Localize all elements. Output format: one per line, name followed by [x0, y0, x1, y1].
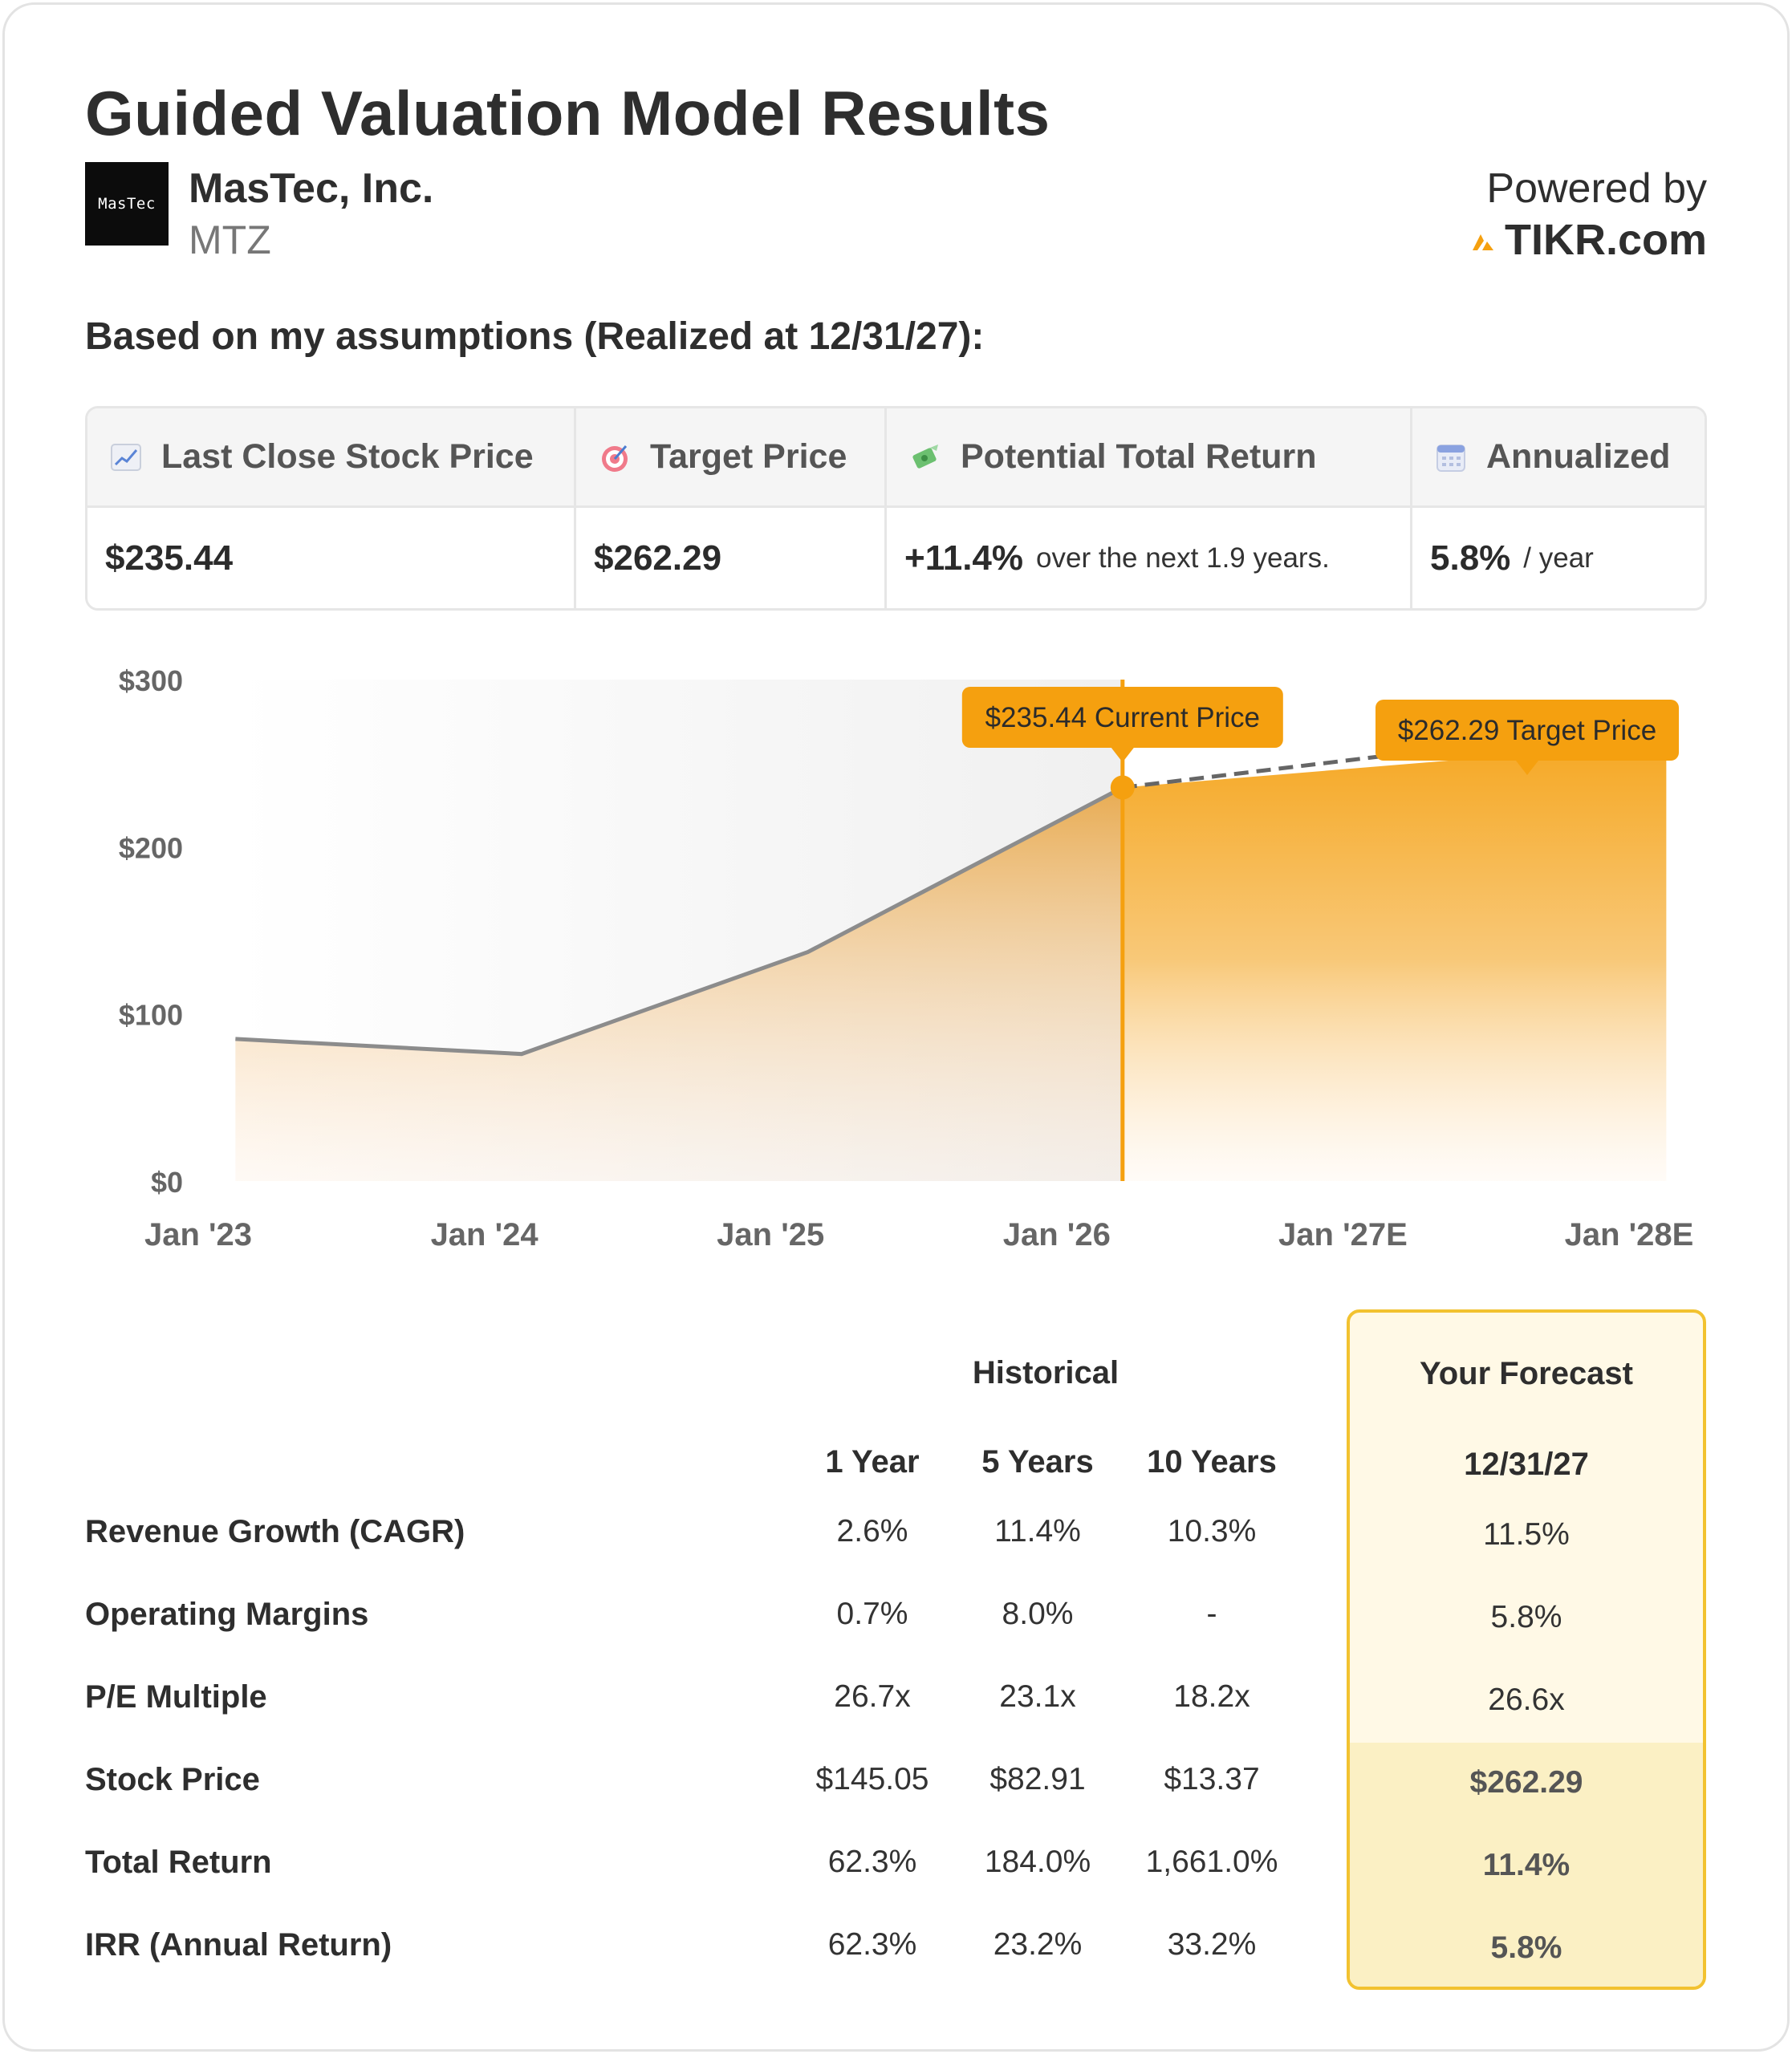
historical-value: 8.0%	[1002, 1597, 1074, 1631]
historical-value: 18.2x	[1173, 1679, 1250, 1714]
forecast-column	[1347, 1309, 1706, 1990]
brand-name: TIKR.com	[1504, 216, 1707, 264]
metrics-table: Last Close Stock Price $235.44 Target Pr…	[85, 406, 1707, 611]
y-tick-label: $0	[151, 1166, 183, 1199]
metric-target-price: Target Price $262.29	[576, 408, 887, 608]
metric-subtext: / year	[1523, 542, 1594, 574]
x-tick-label: Jan '24	[431, 1217, 539, 1252]
historical-value: 0.7%	[836, 1597, 908, 1631]
historical-price-line	[235, 785, 1124, 1057]
column-header: 1 Year	[825, 1444, 920, 1480]
metric-value-row: 5.8% / year	[1412, 508, 1705, 608]
row-label: Revenue Growth (CAGR)	[85, 1514, 465, 1549]
forecast-value: $262.29	[1469, 1765, 1583, 1800]
x-tick-label: Jan '23	[144, 1217, 252, 1252]
forecast-value: 5.8%	[1490, 1600, 1562, 1634]
historical-value: 62.3%	[827, 1845, 917, 1879]
y-tick-label: $200	[119, 831, 183, 864]
company-name: MasTec, Inc.	[189, 165, 434, 212]
historical-value: 62.3%	[827, 1927, 917, 1962]
metric-total-return: Potential Total Return +11.4% over the n…	[887, 408, 1412, 608]
metric-header: Last Close Stock Price	[87, 408, 574, 508]
row-label: P/E Multiple	[85, 1679, 267, 1715]
metric-value-row: $262.29	[576, 508, 884, 608]
column-header: 10 Years	[1147, 1444, 1277, 1480]
y-tick-label: $300	[119, 664, 183, 697]
x-tick-label: Jan '26	[1003, 1217, 1111, 1252]
historical-value: $82.91	[989, 1762, 1086, 1796]
metric-value-row: +11.4% over the next 1.9 years.	[887, 508, 1410, 608]
metric-label: Potential Total Return	[961, 437, 1317, 476]
historical-value: 1,661.0%	[1145, 1845, 1278, 1879]
historical-value: -	[1206, 1597, 1217, 1631]
powered-by-label: Powered by	[1486, 165, 1707, 212]
forecast-header: Your Forecast	[1420, 1356, 1633, 1391]
row-label: Total Return	[85, 1845, 272, 1880]
forecast-date-header: 12/31/27	[1464, 1447, 1589, 1482]
historical-value: 11.4%	[994, 1514, 1081, 1549]
historical-value: 23.2%	[993, 1927, 1083, 1962]
tooltip-box	[1375, 700, 1679, 761]
historical-value: 23.1x	[999, 1679, 1076, 1714]
column-header: 5 Years	[981, 1444, 1094, 1480]
chart-increasing-icon	[111, 443, 141, 471]
metric-label: Target Price	[650, 437, 847, 476]
x-tick-label: Jan '27E	[1278, 1217, 1408, 1252]
forecast-area	[1122, 688, 1667, 1181]
tooltip-pointer	[1516, 761, 1538, 775]
logo-text: MasTec	[98, 195, 156, 213]
company-logo: MasTec	[85, 162, 169, 246]
forecast-highlight-band	[1350, 1743, 1703, 1987]
metric-value: 5.8%	[1430, 538, 1511, 578]
tikr-logo-icon	[1472, 234, 1493, 250]
tooltip-label: $262.29 Target Price	[1398, 715, 1656, 746]
metric-value-row: $235.44	[87, 508, 574, 608]
y-tick-label: $100	[119, 999, 183, 1032]
historical-value: 26.7x	[834, 1679, 911, 1714]
row-label: Stock Price	[85, 1762, 260, 1797]
x-tick-label: Jan '25	[717, 1217, 824, 1252]
metric-header: Potential Total Return	[887, 408, 1410, 508]
metric-subtext: over the next 1.9 years.	[1036, 542, 1330, 574]
historical-value: 184.0%	[984, 1845, 1091, 1879]
current-price-tooltip: $235.44 Current Price	[961, 687, 1283, 762]
metric-annualized: Annualized 5.8% / year	[1412, 408, 1705, 608]
historical-value: $145.05	[815, 1762, 929, 1796]
row-label: IRR (Annual Return)	[85, 1927, 392, 1963]
historical-header: Historical	[972, 1355, 1119, 1390]
current-price-point[interactable]	[1110, 775, 1135, 800]
assumptions-heading: Based on my assumptions (Realized at 12/…	[85, 315, 985, 358]
forecast-value: 11.5%	[1483, 1517, 1570, 1552]
tooltip-label: $235.44 Current Price	[985, 702, 1260, 733]
historical-value: 2.6%	[836, 1514, 908, 1549]
ticker-symbol: MTZ	[189, 217, 271, 262]
money-wings-icon	[912, 444, 938, 469]
calendar-icon	[1436, 444, 1465, 472]
tooltip-box	[961, 687, 1283, 748]
historical-area	[235, 787, 1123, 1181]
forecast-value: 26.6x	[1488, 1683, 1565, 1717]
x-tick-label: Jan '28E	[1565, 1217, 1694, 1252]
metric-last-close: Last Close Stock Price $235.44	[87, 408, 576, 608]
historical-value: 33.2%	[1167, 1927, 1257, 1962]
brand-link[interactable]: TIKR.com	[1469, 215, 1707, 265]
page-title: Guided Valuation Model Results	[85, 78, 1050, 148]
target-price-tooltip: $262.29 Target Price	[1375, 700, 1679, 775]
metric-header: Target Price	[576, 408, 884, 508]
metric-value: +11.4%	[904, 538, 1024, 578]
target-icon	[602, 444, 628, 472]
metric-label: Last Close Stock Price	[161, 437, 534, 476]
forecast-value: 11.4%	[1482, 1848, 1571, 1882]
tooltip-pointer	[1111, 748, 1134, 762]
forecast-value: 5.8%	[1490, 1930, 1562, 1965]
metric-value: $262.29	[594, 538, 722, 578]
price-chart: $0 $100 $200 $300 $235.44 Current Price $26…	[119, 664, 1694, 1252]
historical-value: $13.37	[1164, 1762, 1260, 1796]
metric-header: Annualized	[1412, 408, 1705, 508]
historical-value: 10.3%	[1167, 1514, 1257, 1549]
metric-label: Annualized	[1486, 437, 1671, 476]
row-label: Operating Margins	[85, 1597, 369, 1632]
metric-value: $235.44	[105, 538, 234, 578]
